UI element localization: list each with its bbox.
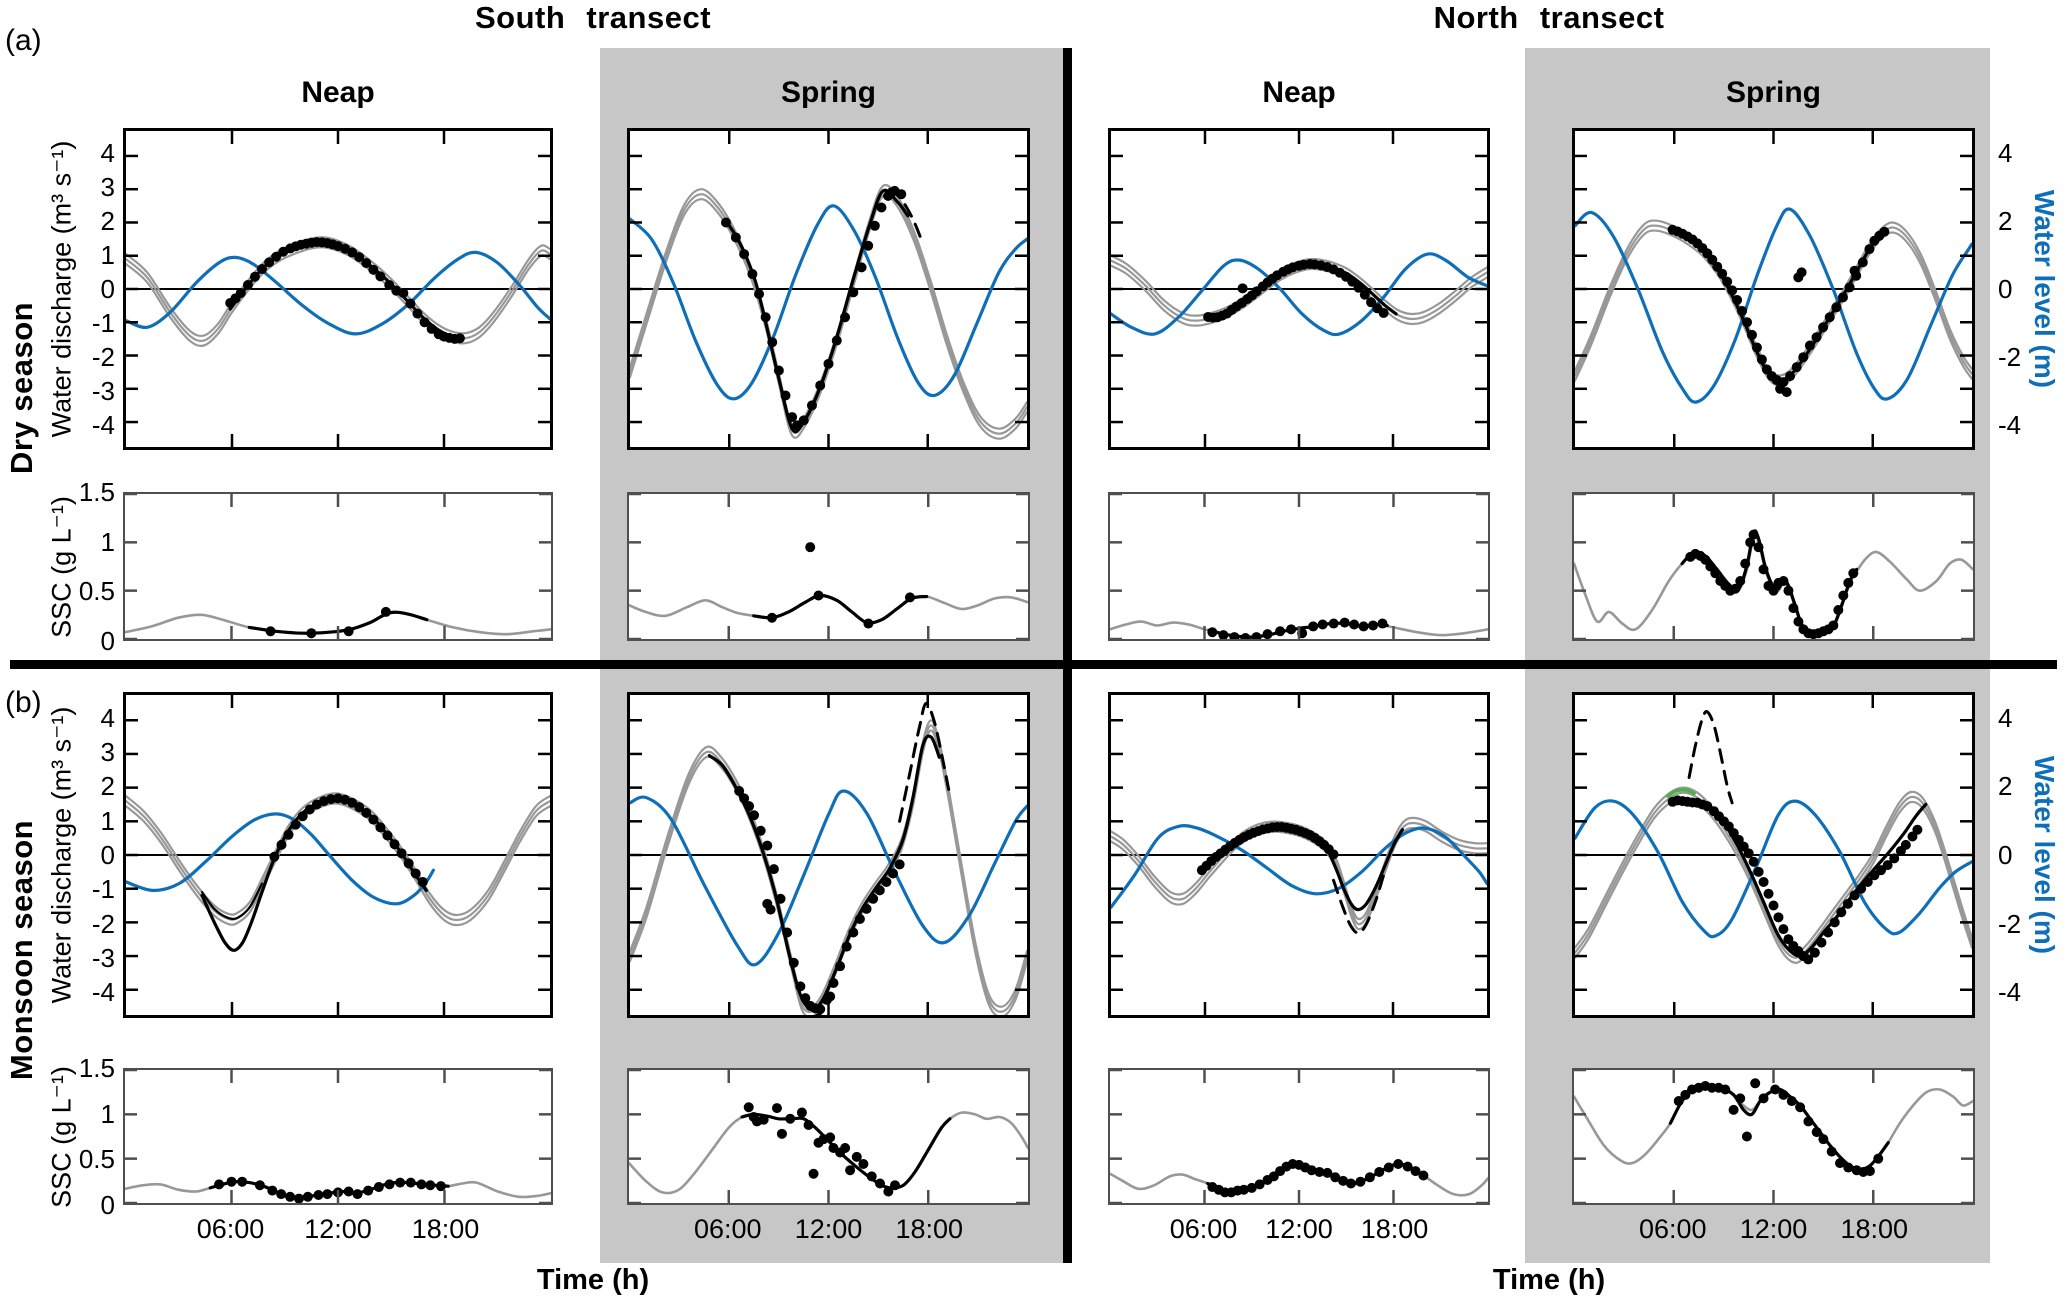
- ssc-ytick-label: 0.5: [78, 576, 115, 607]
- panel-b-south-neap-q: [123, 692, 553, 1018]
- water-level-ytick-label: 0: [1998, 274, 2013, 304]
- panel-a-south-neap-q: [123, 128, 553, 450]
- discharge-ytick-label: 2: [100, 206, 115, 237]
- discharge-ytick-label: -3: [91, 942, 115, 973]
- ssc-ytick-label: 1: [100, 1098, 115, 1129]
- panel-b-south-neap-ssc: [123, 1068, 553, 1205]
- horizontal-divider: [10, 660, 2057, 669]
- ssc-ytick-label: 0: [100, 1190, 115, 1220]
- discharge-ytick-label: 3: [100, 172, 115, 203]
- discharge-ytick-label: 3: [100, 737, 115, 768]
- ssc-ytick-label: 1.5: [78, 1053, 115, 1083]
- time-axis-label-south: Time (h): [536, 1264, 650, 1296]
- vertical-divider: [1063, 48, 1072, 1263]
- title-north-transect: North transect: [1433, 0, 1665, 35]
- time-xtick-label: 18:00: [1840, 1214, 1909, 1244]
- panel-a-south-neap-ssc: [123, 492, 553, 641]
- ssc-axis-label-a: SSC (g L⁻¹): [46, 496, 77, 638]
- discharge-ytick-label: 0: [100, 274, 115, 304]
- season-label-monsoon: Monsoon season: [4, 819, 39, 1081]
- water-level-ytick-label: 0: [1998, 840, 2013, 870]
- discharge-ytick-label: 4: [100, 702, 115, 733]
- panel-letter-a: (a): [5, 24, 42, 57]
- header-north-spring: Spring: [1726, 76, 1821, 109]
- time-xtick-label: 18:00: [895, 1214, 964, 1244]
- water-level-ytick-label: 2: [1998, 771, 2013, 802]
- time-xtick-label: 12:00: [794, 1214, 863, 1244]
- water-level-ytick-label: -2: [1998, 908, 2022, 939]
- time-xtick-label: 06:00: [196, 1214, 265, 1244]
- panel-a-south-spring-ssc: [627, 492, 1030, 641]
- season-label-dry: Dry season: [4, 301, 39, 475]
- ssc-ytick-label: 0.5: [78, 1144, 115, 1175]
- discharge-ytick-label: -4: [91, 977, 115, 1008]
- time-axis-label-north: Time (h): [1492, 1264, 1606, 1296]
- title-south-transect: South transect: [474, 0, 712, 35]
- time-xtick-label: 12:00: [1265, 1214, 1333, 1244]
- time-xtick-label: 12:00: [1739, 1214, 1808, 1244]
- panel-a-north-neap-ssc: [1108, 492, 1490, 641]
- time-xtick-label: 06:00: [1638, 1214, 1707, 1244]
- discharge-ytick-label: -2: [91, 341, 115, 372]
- water-level-ytick-label: 4: [1998, 702, 2013, 733]
- header-north-neap: Neap: [1262, 76, 1336, 109]
- panel-a-north-spring-ssc: [1572, 492, 1975, 641]
- time-xtick-label: 06:00: [1169, 1214, 1238, 1244]
- water-level-ytick-label: -4: [1998, 409, 2022, 440]
- water-level-ytick-label: 2: [1998, 206, 2013, 237]
- panel-b-north-spring-ssc: [1572, 1068, 1975, 1205]
- header-south-neap: Neap: [301, 76, 375, 109]
- discharge-ytick-label: -1: [91, 874, 115, 905]
- panel-b-south-spring-q: [627, 692, 1030, 1018]
- panel-b-north-neap-q: [1108, 692, 1490, 1018]
- discharge-ytick-label: -4: [91, 409, 115, 440]
- ssc-axis-label-b: SSC (g L⁻¹): [46, 1066, 77, 1208]
- time-xtick-label: 06:00: [693, 1214, 762, 1244]
- discharge-ytick-label: -2: [91, 908, 115, 939]
- panel-b-north-spring-q: [1572, 692, 1975, 1018]
- discharge-ytick-label: 1: [100, 240, 115, 271]
- ssc-ytick-label: 0: [100, 626, 115, 656]
- panel-a-north-neap-q: [1108, 128, 1490, 450]
- water-level-ytick-label: 4: [1998, 138, 2013, 169]
- ssc-ytick-label: 1: [100, 526, 115, 557]
- panel-b-south-spring-ssc: [627, 1068, 1030, 1205]
- discharge-ytick-label: 2: [100, 771, 115, 802]
- panel-a-south-spring-q: [627, 128, 1030, 450]
- discharge-ytick-label: -3: [91, 375, 115, 406]
- discharge-ytick-label: -1: [91, 307, 115, 338]
- panel-a-north-spring-q: [1572, 128, 1975, 450]
- discharge-ytick-label: 1: [100, 805, 115, 836]
- ssc-ytick-label: 1.5: [78, 477, 115, 507]
- water-level-ytick-label: -2: [1998, 341, 2022, 372]
- time-xtick-label: 18:00: [411, 1214, 480, 1244]
- panel-letter-b: (b): [5, 686, 42, 719]
- time-xtick-label: 18:00: [1360, 1214, 1429, 1244]
- header-south-spring: Spring: [781, 76, 876, 109]
- discharge-ytick-label: 0: [100, 840, 115, 870]
- time-xtick-label: 12:00: [304, 1214, 372, 1244]
- water-level-ytick-label: -4: [1998, 977, 2022, 1008]
- discharge-ytick-label: 4: [100, 138, 115, 169]
- panel-b-north-neap-ssc: [1108, 1068, 1490, 1205]
